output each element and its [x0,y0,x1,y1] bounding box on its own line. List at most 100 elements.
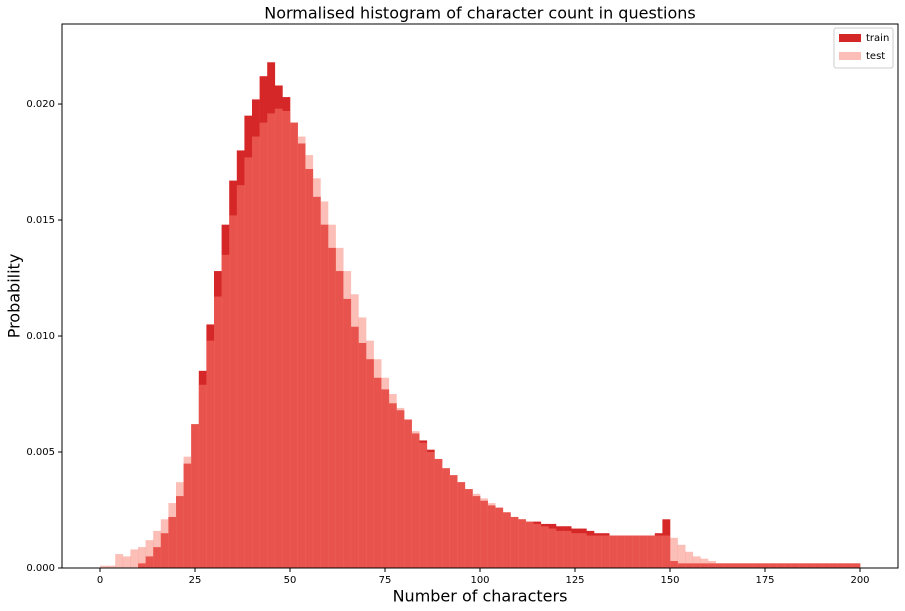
bar [487,503,496,568]
x-tick-label: 75 [379,575,392,586]
bar [160,519,169,568]
bar [366,340,374,568]
bar [335,247,344,569]
bar [761,563,770,568]
bar [768,563,777,568]
bar [525,521,534,568]
bar [183,456,192,568]
bar [312,178,321,568]
bar [145,540,154,568]
bar [502,512,511,568]
x-axis-label: Number of characters [393,587,568,606]
bar [548,528,557,568]
legend-swatch [839,34,861,42]
x-tick-label: 175 [755,575,774,586]
bar [844,563,853,568]
x-tick-label: 0 [97,575,103,586]
bar [829,563,838,568]
bar [685,551,694,568]
bar [670,537,678,568]
bar [594,535,602,568]
bar [191,424,200,568]
bar [632,535,640,568]
bar [814,563,823,568]
legend-swatch [839,52,861,60]
bar [708,561,716,568]
bar [138,547,146,568]
legend-label: train [866,33,889,44]
bar [700,558,709,568]
bar [624,535,633,568]
bar [411,431,420,568]
bar [601,535,610,568]
x-tick-label: 200 [850,575,869,586]
x-tick-label: 125 [565,575,584,586]
y-axis-label: Probability [5,254,24,339]
legend-label: test [866,51,885,62]
bar [358,317,367,568]
bar [692,556,701,568]
bar [457,482,466,568]
bar [495,507,504,568]
bar [297,136,306,569]
chart-title: Normalised histogram of character count … [264,4,696,23]
bar [206,340,215,568]
bar [616,535,625,568]
y-tick-label: 0.015 [26,215,55,226]
bar [639,535,648,568]
bar [168,503,177,568]
bar [282,110,291,569]
bar [609,535,618,568]
bar [837,563,846,568]
bar [426,452,435,568]
bar [715,563,724,568]
bar [730,563,739,568]
bar [236,185,245,568]
bar [434,458,443,568]
bar [654,535,663,568]
x-tick-label: 150 [660,575,679,586]
bar [130,549,139,568]
bar [556,530,564,568]
bar [723,563,732,568]
bar [176,482,184,568]
bar [563,530,572,568]
bar [343,271,352,568]
bar [578,533,587,568]
bar [852,563,861,568]
bar [746,563,754,568]
bar [388,394,397,568]
bar [738,563,747,568]
bar [533,523,542,568]
bar [122,556,131,568]
bar [419,442,428,568]
bar [404,419,412,568]
bar [540,526,549,568]
x-tick-label: 50 [284,575,297,586]
x-tick-label: 25 [189,575,202,586]
bar [662,535,671,568]
bar [350,294,359,568]
bar [267,113,276,569]
bar [442,468,450,568]
bar [480,498,488,568]
bar [784,563,792,568]
bar [396,407,405,568]
bar [198,384,207,568]
bar [259,122,268,569]
bar [586,535,595,568]
bar [373,359,382,568]
bar [464,489,473,568]
bar [381,377,390,568]
bar [244,157,253,568]
y-tick-label: 0.010 [26,331,55,342]
bar [153,530,162,568]
bar [799,563,808,568]
bar [328,224,336,568]
bar [449,475,458,568]
bar [806,563,815,568]
bar [776,563,785,568]
y-tick-label: 0.000 [26,563,55,574]
bar [518,519,526,568]
